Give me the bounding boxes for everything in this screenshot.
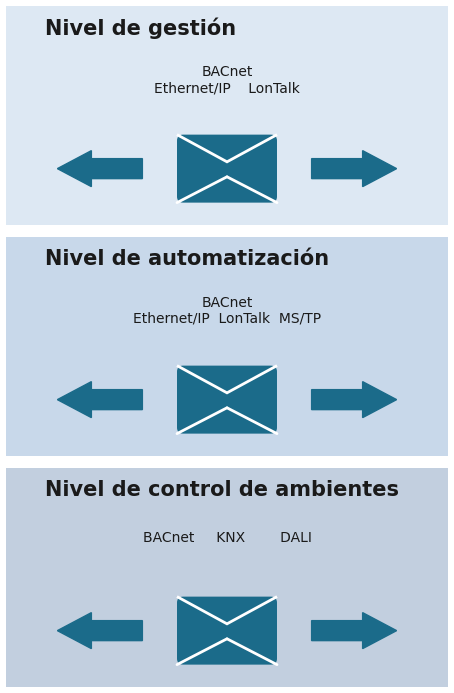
FancyBboxPatch shape (177, 366, 277, 434)
FancyBboxPatch shape (6, 6, 448, 225)
FancyBboxPatch shape (177, 597, 277, 665)
Text: Nivel de control de ambientes: Nivel de control de ambientes (45, 480, 400, 500)
FancyArrow shape (311, 613, 397, 649)
Text: Nivel de automatización: Nivel de automatización (45, 249, 330, 269)
FancyBboxPatch shape (177, 134, 277, 202)
FancyArrow shape (57, 613, 143, 649)
FancyBboxPatch shape (6, 237, 448, 456)
Text: Ethernet/IP  LonTalk  MS/TP: Ethernet/IP LonTalk MS/TP (133, 312, 321, 326)
FancyArrow shape (57, 382, 143, 418)
FancyArrow shape (311, 150, 397, 186)
Text: BACnet: BACnet (201, 296, 253, 310)
FancyBboxPatch shape (6, 468, 448, 687)
Text: BACnet: BACnet (201, 65, 253, 79)
Text: Ethernet/IP    LonTalk: Ethernet/IP LonTalk (154, 81, 300, 95)
Text: Nivel de gestión: Nivel de gestión (45, 17, 237, 39)
FancyArrow shape (57, 150, 143, 186)
FancyArrow shape (311, 382, 397, 418)
Text: BACnet     KNX        DALI: BACnet KNX DALI (143, 531, 311, 545)
